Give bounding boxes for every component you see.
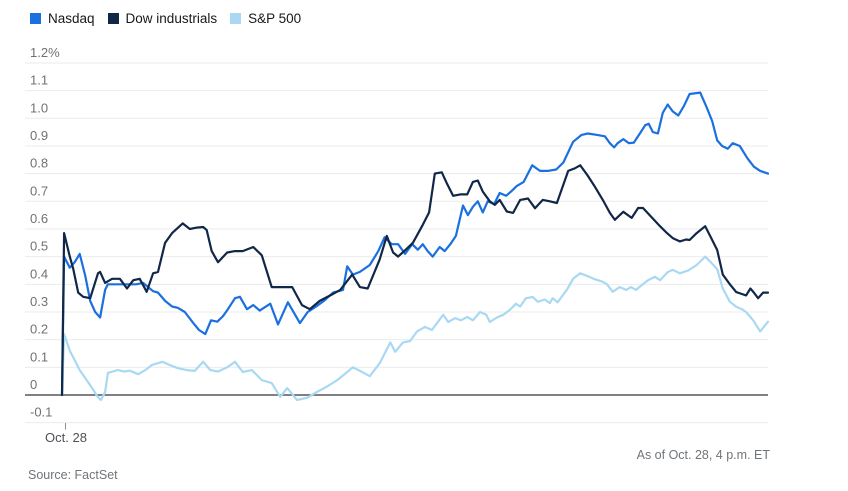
y-tick-label: 1.0 [30, 100, 48, 115]
series-line-nasdaq [60, 91, 770, 397]
dow-swatch-icon [107, 13, 119, 24]
y-tick-label: 0.6 [30, 211, 48, 226]
sp500-swatch-icon [230, 13, 242, 24]
y-tick-label: 0.8 [30, 156, 48, 171]
y-tick-label: 0.9 [30, 128, 48, 143]
y-tick-label: 0.1 [30, 349, 48, 364]
y-tick-label: 0.5 [30, 239, 48, 254]
legend-label-sp500: S&P 500 [248, 11, 302, 26]
legend-item-sp500: S&P 500 [230, 11, 301, 26]
y-tick-label: 0.4 [30, 266, 48, 281]
y-tick-label: -0.1 [30, 405, 52, 420]
nasdaq-swatch-icon [30, 13, 41, 24]
y-tick-label: 0 [30, 377, 37, 392]
y-tick-label: 0.2 [30, 322, 48, 337]
legend-item-nasdaq: Nasdaq [30, 11, 95, 26]
legend-label-nasdaq: Nasdaq [48, 11, 95, 26]
legend-item-dow: Dow industrials [107, 11, 218, 26]
y-tick-label: 1.1 [30, 73, 48, 88]
x-axis-label: Oct. 28 [45, 430, 87, 445]
legend-label-dow: Dow industrials [125, 11, 218, 26]
source-attribution: Source: FactSet [28, 468, 118, 482]
y-tick-label: 0.7 [30, 183, 48, 198]
series-line-s-p-500 [60, 255, 770, 402]
series-line-dow-industrials [60, 164, 770, 397]
as-of-timestamp: As of Oct. 28, 4 p.m. ET [636, 448, 770, 462]
chart-legend: Nasdaq Dow industrials S&P 500 [30, 11, 301, 26]
y-tick-label: 1.2% [30, 45, 60, 60]
y-tick-label: 0.3 [30, 294, 48, 309]
